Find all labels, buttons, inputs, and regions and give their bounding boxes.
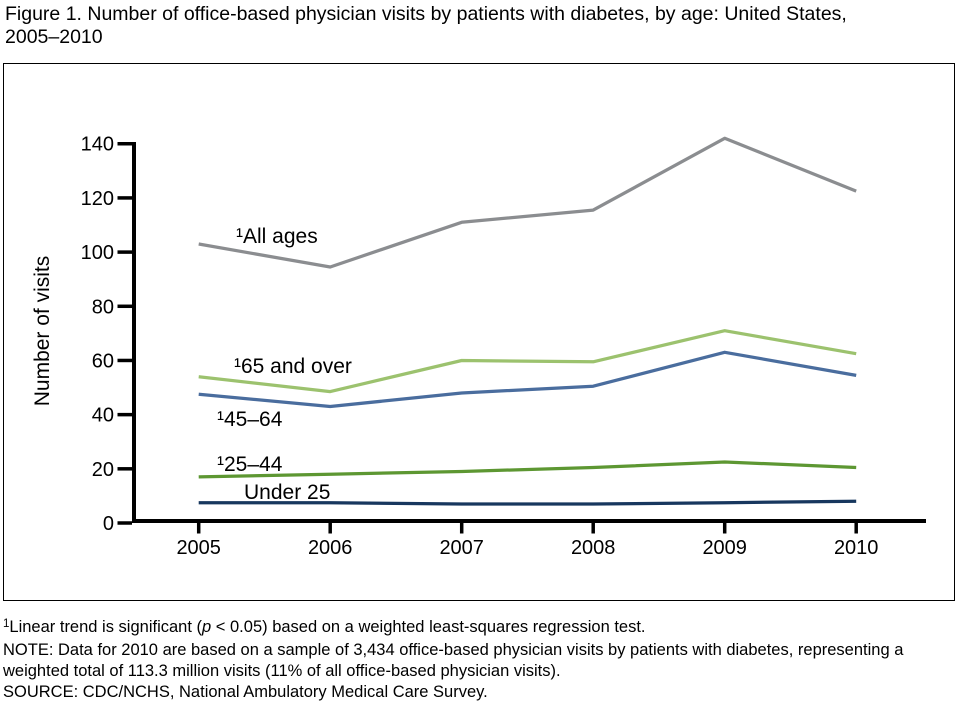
figure-title-line1: Figure 1. Number of office-based physici…	[5, 3, 847, 25]
footnotes: 1Linear trend is significant (p < 0.05) …	[3, 617, 903, 703]
figure-title-line2: 2005–2010	[5, 26, 103, 48]
y-tick-label-80: 80	[92, 296, 114, 318]
footnote-significance: 1Linear trend is significant (p < 0.05) …	[3, 617, 903, 640]
footnote-text-post: < 0.05) based on a weighted least-square…	[211, 618, 646, 636]
figure-title: Figure 1. Number of office-based physici…	[5, 3, 847, 49]
x-tick-label-2005: 2005	[176, 537, 221, 559]
series-line-25-44	[198, 460, 857, 479]
x-tick-label-2010: 2010	[834, 537, 879, 559]
footnote-note-line1: NOTE: Data for 2010 are based on a sampl…	[3, 641, 904, 659]
series-label-45-64: ¹45–64	[217, 408, 283, 431]
y-tick-label-20: 20	[92, 459, 114, 481]
footnote-note-line2: weighted total of 113.3 million visits (…	[3, 662, 561, 680]
y-tick-label-0: 0	[103, 513, 114, 535]
series-line-under-25	[198, 499, 857, 506]
footnote-p-symbol: p	[202, 618, 212, 636]
footnote-text-pre: Linear trend is significant (	[9, 618, 203, 636]
chart-frame: Number of visits 0 20 40 60 80 100 120 140 2005 2…	[3, 63, 955, 601]
x-tick-label-2008: 2008	[571, 537, 616, 559]
y-tick-label-120: 120	[81, 188, 114, 210]
series-label-25-44: ¹25–44	[217, 453, 283, 476]
line-chart: Number of visits 0 20 40 60 80 100 120 140 2005 2…	[31, 134, 926, 559]
series-label-under-25: Under 25	[244, 481, 330, 504]
y-tick-label-140: 140	[81, 134, 114, 156]
y-tick-label-60: 60	[92, 350, 114, 372]
series-label-65-and-over: ¹65 and over	[234, 355, 352, 378]
y-tick-label-100: 100	[81, 242, 114, 264]
footnote-source: SOURCE: CDC/NCHS, National Ambulatory Me…	[3, 683, 488, 701]
x-tick-label-2007: 2007	[439, 537, 484, 559]
series-line-45-64	[198, 350, 857, 409]
y-axis-title: Number of visits	[31, 256, 54, 407]
footnote-superscript: 1	[3, 618, 10, 630]
x-tick-label-2009: 2009	[702, 537, 747, 559]
series-line-65-and-over	[198, 329, 857, 394]
y-tick-label-40: 40	[92, 405, 114, 427]
series-label-all-ages: ¹All ages	[236, 225, 318, 248]
series-line-all-ages	[198, 136, 857, 269]
x-tick-label-2006: 2006	[308, 537, 353, 559]
